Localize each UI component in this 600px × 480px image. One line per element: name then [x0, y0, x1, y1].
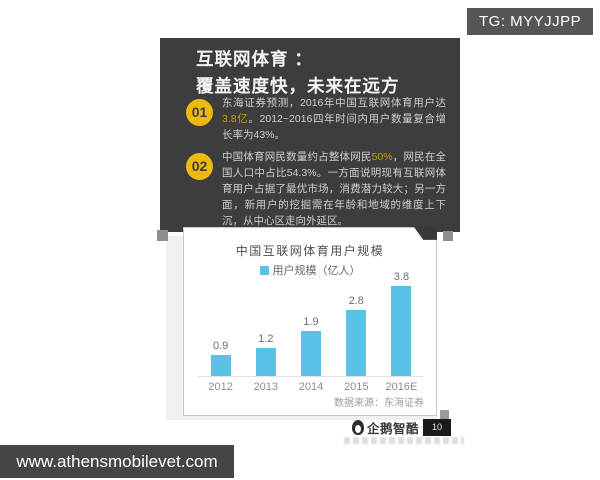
chart-source-note: 数据来源：东海证券: [334, 398, 424, 409]
legend-label: 用户规模（亿人）: [272, 265, 361, 277]
bar-category-label: 2016E: [385, 381, 418, 393]
bar-column: 1.2: [243, 333, 288, 376]
point-row: 02 中国体育网民数量约占整体网民50%，网民在全国人口中占比54.3%。一方面…: [186, 150, 446, 229]
publisher-name: 企鹅智酷: [367, 422, 420, 436]
bar-value-label: 1.2: [258, 332, 274, 345]
fold-corner-bottom-right: [440, 410, 449, 420]
point-text: 东海证券预测，2016年中国互联网体育用户达 3.8亿。2012~2016四年时间…: [222, 96, 446, 143]
chart-legend: 用户规模（亿人）: [184, 262, 436, 278]
card-title: 互联网体育 ： 覆盖速度快，未来在远方: [196, 46, 400, 100]
bar: [255, 347, 276, 376]
chart-bars: 0.9 1.2 1.9 2.8 3.8: [198, 271, 424, 377]
bar-column: 0.9: [198, 340, 243, 376]
bar-value-label: 2.8: [348, 294, 364, 307]
bar-column: 1.9: [288, 316, 333, 376]
bar-category-label: 2013: [253, 381, 279, 393]
penguin-icon: [352, 420, 364, 435]
bar: [210, 354, 231, 376]
penguin-belly-shape: [355, 425, 361, 433]
bar-category-label: 2014: [298, 381, 324, 393]
bar-value-label: 3.8: [393, 271, 410, 283]
legend-swatch-icon: [259, 265, 269, 275]
chart-panel: 中国互联网体育用户规模 用户规模（亿人） 0.9 1.2 1.9 2.8 3.8 201…: [183, 227, 437, 416]
point-text-prefix: 东海证券预测，2016年中国互联网体育用户达: [222, 97, 446, 109]
watermark-url-bar: www.athensmobilevet.com: [0, 445, 234, 478]
bar: [301, 331, 321, 376]
point-row: 01 东海证券预测，2016年中国互联网体育用户达 3.8亿。2012~2016四…: [186, 96, 446, 143]
bar-value-label: 0.9: [212, 339, 229, 352]
point-text-highlight: 3.8亿: [222, 112, 249, 125]
point-text: 中国体育网民数量约占整体网民50%，网民在全国人口中占比54.3%。一方面说明现…: [222, 150, 446, 229]
card-points: 01 东海证券预测，2016年中国互联网体育用户达 3.8亿。2012~2016四…: [186, 96, 446, 236]
point-text-highlight: 50%: [371, 151, 393, 164]
point-number-badge: 02: [186, 153, 213, 181]
publisher-subtext-illegible: [344, 437, 464, 444]
fold-corner-left: [157, 230, 168, 241]
point-text-prefix: 中国体育网民数量约占整体网民: [222, 151, 372, 164]
bar-category-label: 2012: [208, 381, 233, 393]
tg-contact-badge: TG: MYYJJPP: [467, 8, 594, 35]
bar-column: 3.8: [379, 271, 424, 376]
bar-chart: 0.9 1.2 1.9 2.8 3.8 2012 2013 2014 2015 2016E: [198, 271, 424, 393]
bar-column: 2.8: [334, 295, 379, 376]
card-title-line1: 互联网体育 ：: [196, 49, 313, 69]
bar-value-label: 1.9: [303, 316, 319, 328]
bar: [391, 286, 412, 376]
point-text-suffix: 。2012~2016四年时间内用户数量复合增长率为43%。: [222, 112, 446, 141]
point-number-badge: 01: [186, 99, 213, 126]
bar-category-label: 2015: [343, 381, 369, 393]
info-card: 互联网体育 ： 覆盖速度快，未来在远方 01 东海证券预测，2016年中国互联网…: [160, 38, 460, 232]
point-text-suffix: ，网民在全国人口中占比54.3%。一方面说明现有互联网体育用户占据了最优市场，消…: [222, 151, 447, 227]
publisher-logo: 企鹅智酷 10: [352, 418, 464, 437]
publisher-badge: 10: [423, 419, 452, 436]
bar: [346, 309, 367, 376]
card-title-line2: 覆盖速度快，未来在远方: [196, 76, 400, 96]
chart-categories: 2012 2013 2014 2015 2016E: [198, 381, 424, 393]
chart-title: 中国互联网体育用户规模: [235, 244, 385, 258]
fold-corner-right: [443, 231, 453, 241]
